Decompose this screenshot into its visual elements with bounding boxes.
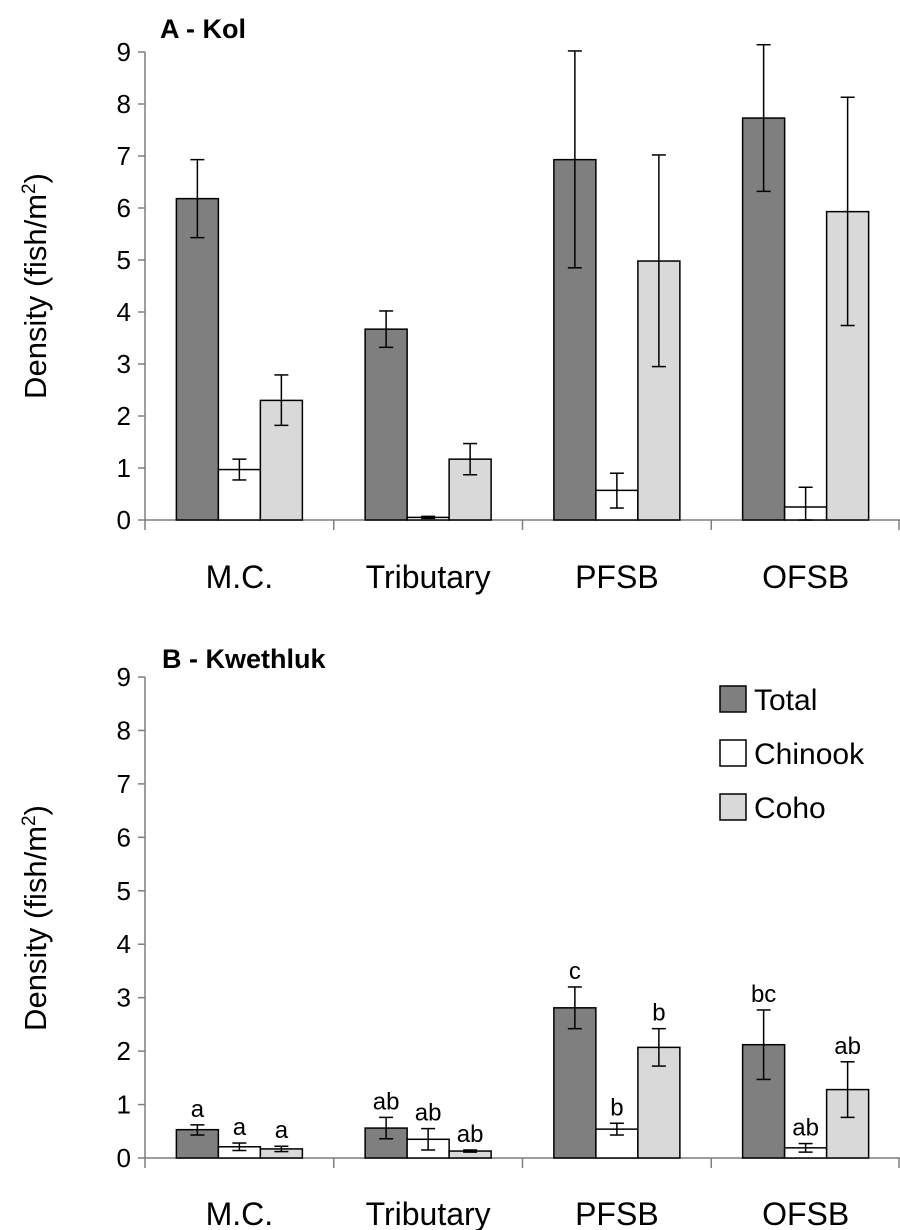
error-bar [232,458,247,481]
y-tick-label: 5 [117,245,131,275]
error-bar [274,374,289,427]
bar-total [175,197,220,521]
error-bar [190,158,205,239]
x-category-label: Tributary [366,1196,491,1230]
y-tick-label: 6 [117,193,131,223]
y-axis-title-close: ) [18,805,53,815]
y-tick-label: 5 [117,876,131,906]
y-axis-title-text: Density (fish/m [18,194,53,399]
y-tick-label: 1 [117,1090,131,1120]
legend: Total Chinook Coho [719,684,865,825]
y-axis-title-text: Density (fish/m [18,826,53,1031]
error-bar [840,1061,855,1119]
x-category-label: M.C. [206,1196,274,1230]
error-bar [190,1124,205,1136]
y-axis-title-superscript: 2 [19,183,40,194]
chart-title: B - Kwethluk [162,644,326,674]
error-bar [840,96,855,327]
error-bar [651,154,666,368]
bar-total [553,1007,597,1159]
y-tick-label: 2 [117,1036,131,1066]
error-bar [421,515,436,520]
y-axis-title: Density (fish/m2) [18,805,53,1031]
error-bar [463,1149,478,1153]
error-bar [567,50,582,269]
legend-swatch-coho [719,793,747,821]
error-bar [274,1145,289,1153]
x-category-label: M.C. [206,559,274,595]
significance-label: a [233,1114,247,1141]
legend-swatch-total [719,685,747,713]
x-category-label: Tributary [366,559,491,595]
error-bar [798,1142,813,1153]
y-tick-label: 2 [117,401,131,431]
y-tick-label: 8 [117,89,131,119]
x-category-label: OFSB [762,559,849,595]
error-bar [567,986,582,1030]
bar-total [364,328,408,521]
chart-title: A - Kol [160,14,246,44]
y-tick-label: 4 [117,297,131,327]
y-tick-label: 4 [117,929,131,959]
significance-label: ab [457,1121,484,1148]
significance-label: ab [792,1115,819,1142]
x-category-label: PFSB [575,559,659,595]
legend-label: Coho [754,792,826,825]
y-tick-label: 8 [117,715,131,745]
error-bar [609,472,624,509]
y-tick-label: 9 [117,662,131,692]
y-tick-label: 7 [117,141,131,171]
legend-swatch-chinook [719,739,747,767]
error-bar [756,1009,771,1081]
significance-label: ab [415,1100,442,1127]
error-bar [232,1142,247,1152]
error-bar [421,1127,436,1151]
significance-label: b [652,1000,665,1027]
y-axis-title-superscript: 2 [19,815,40,826]
significance-label: ab [373,1088,400,1115]
error-bar [609,1122,624,1136]
significance-label: ab [834,1033,861,1060]
error-bar [379,310,394,349]
error-bar [756,43,771,193]
significance-label: a [275,1117,289,1144]
y-tick-label: 0 [117,1143,131,1173]
y-axis-title-close: ) [18,173,53,183]
x-category-label: PFSB [575,1196,659,1230]
y-tick-label: 6 [117,822,131,852]
y-tick-label: 1 [117,453,131,483]
x-category-label: OFSB [762,1196,849,1230]
error-bar [798,486,813,521]
legend-label: Total [754,684,817,717]
significance-label: c [569,958,581,985]
y-tick-label: 0 [117,505,131,535]
error-bar [651,1027,666,1067]
significance-label: bc [751,981,776,1008]
error-bar [463,442,478,476]
significance-label: a [191,1096,205,1123]
significance-label: b [610,1094,623,1121]
error-bar [379,1116,394,1140]
y-tick-label: 7 [117,769,131,799]
y-tick-label: 3 [117,349,131,379]
y-axis-title: Density (fish/m2) [18,173,53,399]
y-tick-label: 9 [117,37,131,67]
legend-label: Chinook [754,738,865,771]
y-tick-label: 3 [117,983,131,1013]
